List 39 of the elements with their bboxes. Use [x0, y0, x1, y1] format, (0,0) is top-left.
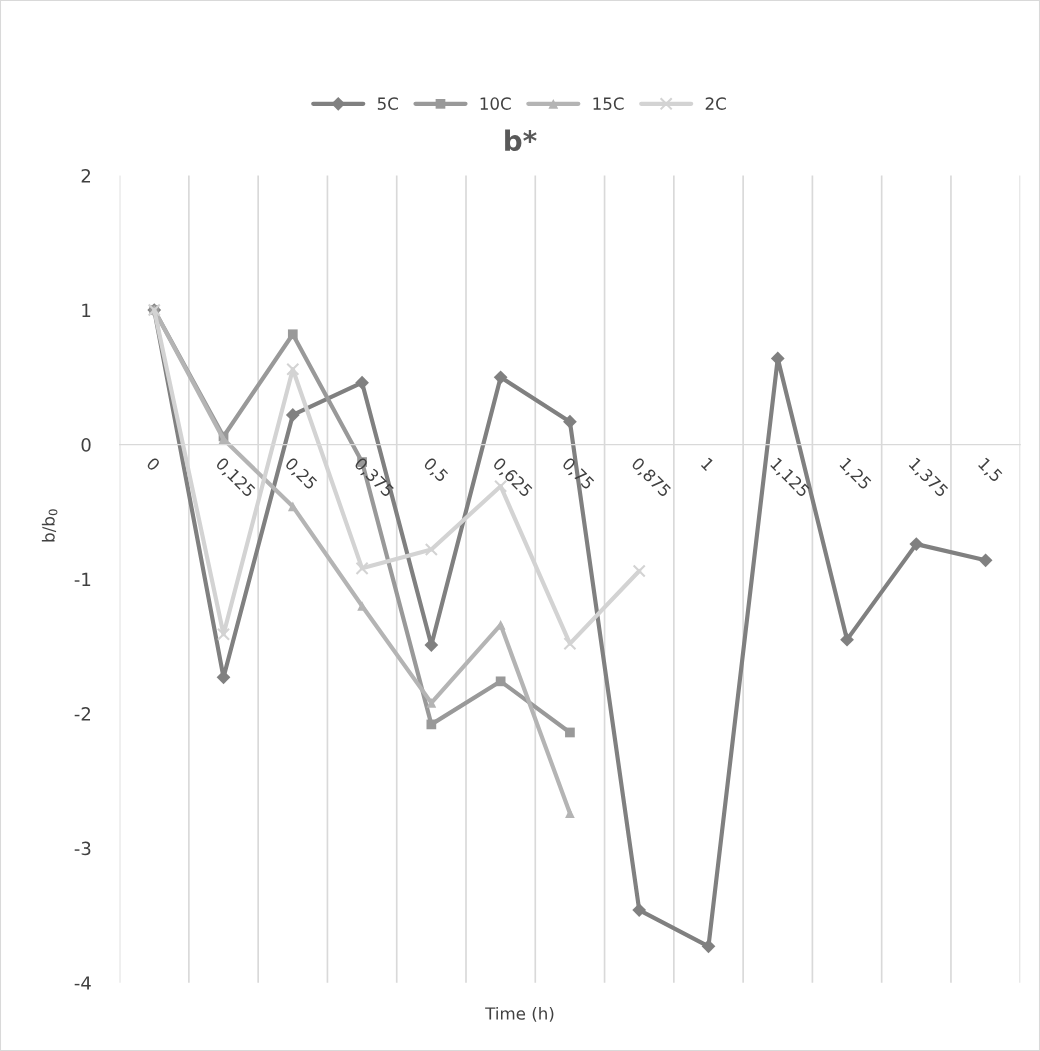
y-tick-label: -4 — [74, 976, 91, 990]
point — [285, 408, 300, 422]
y-tick-label: 0 — [81, 438, 91, 452]
point — [632, 564, 646, 578]
point — [701, 939, 716, 954]
y-tick-label: 2 — [81, 168, 91, 183]
point — [355, 561, 369, 575]
point — [493, 370, 508, 385]
y-tick-label: -2 — [74, 707, 91, 721]
point — [909, 537, 924, 551]
y-tick-label: 1 — [82, 303, 91, 317]
x-tick-label: 0,5 — [421, 456, 449, 484]
y-tick-label: -1 — [74, 572, 91, 586]
x-axis-title: Time (h) — [485, 1006, 554, 1022]
point — [424, 542, 438, 557]
point — [563, 637, 577, 651]
point — [355, 375, 369, 390]
x-tick-label: 1,5 — [976, 457, 1003, 484]
legend-label: 10C — [480, 97, 511, 110]
point — [565, 808, 575, 819]
point — [565, 727, 575, 738]
y-tick-label: -3 — [74, 841, 91, 856]
point — [426, 698, 437, 708]
point — [632, 903, 647, 917]
point — [978, 553, 993, 568]
point — [287, 329, 298, 340]
point — [286, 362, 300, 376]
point — [426, 719, 437, 730]
chart-title: b* — [505, 129, 537, 152]
x-tick-label: 0 — [145, 456, 161, 472]
point — [840, 632, 854, 647]
x-tick-label: 1 — [700, 457, 715, 472]
point — [216, 627, 231, 641]
point — [563, 414, 577, 429]
y-axis-title: b/b$_{0}$ — [41, 509, 58, 542]
legend-label: 5C — [377, 97, 398, 110]
legend-label: 2C — [705, 97, 726, 110]
point — [495, 676, 506, 687]
legend-label: 15C — [593, 97, 624, 110]
